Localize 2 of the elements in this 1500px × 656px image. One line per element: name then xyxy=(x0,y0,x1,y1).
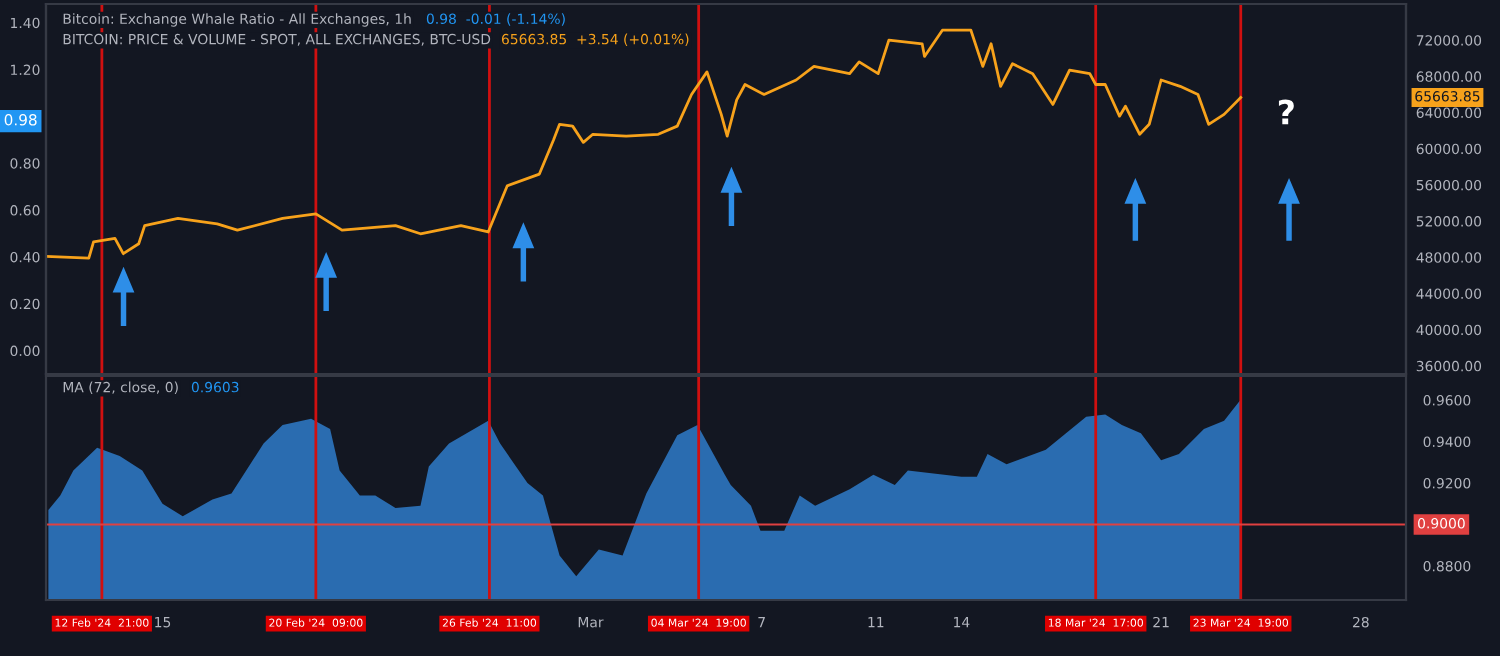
line-series xyxy=(46,28,1243,260)
annotation: ? xyxy=(1278,99,1294,125)
